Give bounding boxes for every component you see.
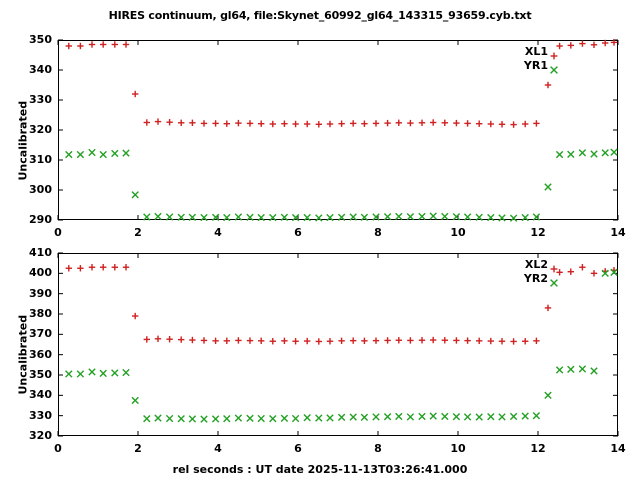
y-tick-label: 310	[29, 153, 52, 166]
x-tick-label: 2	[134, 442, 142, 455]
y-tick-label: 320	[29, 123, 52, 136]
series-yr2	[65, 268, 618, 423]
chart-panel-2	[57, 252, 619, 437]
series-xl2	[65, 264, 618, 345]
y-tick-label: 320	[29, 429, 52, 442]
series-xl1	[65, 39, 618, 128]
plot-marks-2	[57, 252, 619, 437]
y-tick-label: 410	[29, 246, 52, 259]
x-tick-label: 4	[214, 442, 222, 455]
x-tick-label: 10	[450, 442, 466, 455]
x-axis-label: rel seconds : UT date 2025-11-13T03:26:4…	[172, 463, 468, 476]
chart-panel-1	[57, 39, 619, 222]
legend-key-yr2: YR2	[523, 272, 548, 285]
y-tick-label: 400	[29, 266, 52, 280]
legend-key-xl1: XL1	[524, 45, 548, 58]
x-tick-label: 2	[134, 226, 142, 239]
y-tick-label: 350	[29, 33, 52, 46]
y-tick-label: 350	[29, 368, 52, 381]
legend-key-yr1: YR1	[523, 59, 548, 72]
x-tick-label: 8	[374, 442, 382, 455]
y-tick-label: 340	[29, 63, 52, 76]
y-tick-label: 290	[29, 213, 52, 226]
x-tick-label: 6	[294, 226, 302, 239]
x-tick-label: 0	[54, 442, 62, 455]
y-tick-label: 390	[29, 286, 52, 300]
legend-key-xl2: XL2	[524, 258, 548, 271]
legend-sample-markers	[550, 265, 558, 287]
y-tick-label: 300	[29, 183, 52, 196]
y-tick-label: 330	[29, 408, 52, 422]
y-tick-label: 380	[29, 307, 52, 320]
plot-frame-1	[58, 40, 618, 220]
plot-marks-1	[57, 39, 619, 222]
series-yr1	[65, 148, 618, 222]
x-tick-label: 0	[54, 226, 62, 239]
legend-sample-markers	[550, 52, 558, 74]
x-tick-label: 10	[450, 226, 466, 239]
x-tick-label: 12	[530, 226, 546, 239]
x-tick-label: 12	[530, 442, 546, 455]
y-tick-label: 340	[29, 388, 52, 402]
x-tick-label: 4	[214, 226, 222, 239]
y-tick-label: 360	[29, 347, 52, 361]
x-tick-label: 6	[294, 442, 302, 455]
x-tick-label: 8	[374, 226, 382, 239]
y-tick-label: 370	[29, 327, 52, 341]
x-tick-label: 14	[610, 442, 626, 455]
x-tick-label: 14	[610, 226, 626, 239]
plot-frame-2	[58, 253, 618, 436]
y-tick-label: 330	[29, 93, 52, 106]
page-title: HIRES continuum, gl64, file:Skynet_60992…	[108, 9, 532, 22]
